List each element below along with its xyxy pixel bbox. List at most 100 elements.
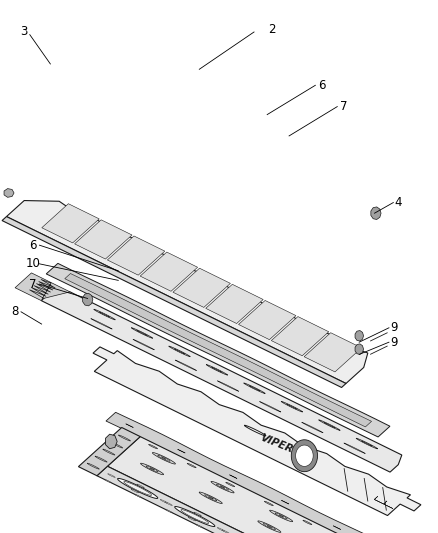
Polygon shape [260,401,281,412]
Text: 7: 7 [29,278,37,290]
Polygon shape [74,220,132,259]
Polygon shape [371,207,381,220]
Polygon shape [355,344,364,354]
Polygon shape [267,526,272,528]
Text: 4: 4 [395,196,403,209]
Polygon shape [65,273,371,427]
Polygon shape [177,449,185,453]
Polygon shape [46,263,390,437]
Polygon shape [160,499,168,503]
Polygon shape [199,492,223,504]
Polygon shape [324,423,335,428]
Polygon shape [374,496,384,504]
Polygon shape [303,520,312,524]
Polygon shape [264,501,273,506]
Polygon shape [244,425,266,436]
Polygon shape [226,482,235,487]
Polygon shape [217,381,239,391]
Polygon shape [42,204,99,243]
Polygon shape [258,521,281,532]
Polygon shape [107,437,438,533]
Polygon shape [216,484,229,490]
Polygon shape [344,443,365,454]
Polygon shape [165,502,173,505]
Text: 7: 7 [340,100,348,113]
Polygon shape [15,273,70,301]
Polygon shape [106,434,117,449]
Polygon shape [104,479,112,483]
Polygon shape [4,189,14,197]
Polygon shape [195,524,203,528]
Polygon shape [239,301,296,340]
Polygon shape [91,319,112,329]
Polygon shape [140,252,198,291]
Text: 6: 6 [29,239,37,252]
Polygon shape [279,515,283,517]
Polygon shape [206,284,263,324]
Polygon shape [286,404,297,409]
Polygon shape [281,401,303,412]
Text: 6: 6 [318,79,326,92]
Polygon shape [211,481,234,493]
Polygon shape [110,442,123,448]
Polygon shape [175,360,197,370]
Polygon shape [2,216,346,387]
Polygon shape [206,365,228,375]
Polygon shape [296,445,313,466]
Polygon shape [384,501,393,508]
Text: 10: 10 [25,257,40,270]
Polygon shape [205,495,217,501]
Polygon shape [333,526,341,529]
Polygon shape [361,441,372,446]
Polygon shape [158,455,170,462]
Polygon shape [174,349,185,354]
Polygon shape [118,435,131,441]
Polygon shape [95,456,107,462]
Polygon shape [281,500,289,504]
Polygon shape [41,292,402,472]
Polygon shape [107,236,165,275]
Polygon shape [175,506,215,527]
Polygon shape [249,385,260,391]
Polygon shape [169,346,190,357]
Polygon shape [97,466,408,533]
Polygon shape [318,420,340,431]
Polygon shape [194,512,201,516]
Polygon shape [152,453,176,464]
Polygon shape [108,474,115,478]
Polygon shape [291,440,318,472]
Polygon shape [134,494,142,498]
Polygon shape [137,330,148,336]
Polygon shape [217,528,225,531]
Text: VIPER: VIPER [259,432,295,455]
Polygon shape [212,367,223,373]
Polygon shape [275,513,287,519]
Polygon shape [78,427,140,476]
Polygon shape [117,479,158,498]
Polygon shape [304,333,362,372]
Polygon shape [148,445,158,449]
Polygon shape [103,449,115,455]
Polygon shape [208,497,213,499]
Polygon shape [99,312,110,317]
Polygon shape [137,484,145,488]
Text: 8: 8 [12,305,19,318]
Polygon shape [263,523,276,530]
Polygon shape [165,509,173,513]
Polygon shape [222,530,230,533]
Polygon shape [93,347,421,515]
Polygon shape [150,468,155,470]
Polygon shape [83,293,93,306]
Polygon shape [187,463,196,468]
Text: 2: 2 [268,23,276,36]
Polygon shape [162,457,166,459]
Polygon shape [271,317,329,356]
Polygon shape [244,383,265,393]
Polygon shape [188,517,196,521]
Text: 9: 9 [390,336,398,349]
Polygon shape [126,424,133,427]
Polygon shape [133,340,155,350]
Polygon shape [131,489,139,493]
Polygon shape [141,463,164,475]
Polygon shape [356,438,378,449]
